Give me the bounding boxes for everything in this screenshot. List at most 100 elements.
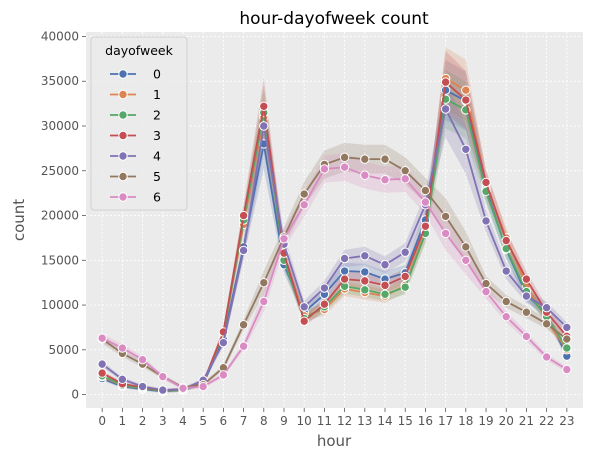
y-tick-label: 15000: [41, 253, 79, 267]
series-4-point: [117, 374, 128, 385]
series-6-point: [380, 175, 390, 185]
series-5-point: [541, 319, 552, 329]
series-4-point: [562, 322, 572, 333]
series-3-point: [400, 271, 410, 282]
x-tick-label: 20: [499, 414, 514, 428]
series-6-point: [117, 343, 128, 353]
legend-swatch-marker: [118, 69, 128, 79]
series-6-point: [319, 164, 330, 174]
series-4-point: [259, 121, 269, 131]
series-6-point: [400, 174, 410, 184]
series-5-point: [521, 307, 532, 317]
x-tick-label: 21: [519, 414, 534, 428]
legend-entry-2: 2: [153, 108, 161, 123]
series-3-point: [299, 316, 309, 326]
legend-title: dayofweek: [105, 43, 173, 58]
series-5-point: [501, 296, 511, 307]
x-tick-label: 18: [458, 414, 473, 428]
y-tick-label: 10000: [41, 298, 79, 312]
x-axis-label: hour: [317, 432, 352, 450]
y-tick-label: 0: [71, 388, 79, 402]
series-5-point: [360, 154, 370, 164]
x-tick-label: 11: [317, 414, 332, 428]
y-tick-label: 30000: [41, 119, 79, 133]
series-4-point: [137, 381, 148, 392]
x-tick-label: 3: [159, 414, 167, 428]
series-5-point: [420, 185, 431, 196]
y-tick-label: 40000: [41, 29, 79, 43]
x-tick-label: 1: [119, 414, 127, 428]
series-5-point: [461, 242, 471, 252]
series-6-point: [440, 228, 451, 239]
series-6-point: [481, 286, 491, 297]
series-6-point: [541, 352, 552, 362]
legend-entry-1: 1: [153, 87, 161, 102]
series-6-point: [137, 354, 148, 365]
legend-entry-6: 6: [153, 190, 161, 205]
series-4-point: [360, 251, 370, 261]
series-2-point: [380, 289, 390, 300]
x-tick-label: 23: [559, 414, 574, 428]
series-5-point: [238, 320, 249, 330]
series-3-point: [420, 221, 431, 231]
legend-swatch-marker: [118, 192, 128, 202]
series-3-point: [521, 274, 532, 284]
series-4-point: [440, 104, 451, 114]
series-6-point: [259, 296, 269, 307]
x-tick-label: 7: [240, 414, 248, 428]
series-lines: [97, 73, 572, 397]
series-3-point: [360, 276, 370, 286]
series-6-point: [461, 255, 471, 265]
series-6-point: [299, 200, 309, 210]
legend-swatch-marker: [118, 89, 128, 100]
y-tick-label: 35000: [41, 74, 79, 88]
series-3-point: [481, 177, 491, 188]
series-4-point: [299, 302, 309, 312]
x-tick-label: 22: [539, 414, 554, 428]
x-tick-label: 8: [260, 414, 268, 428]
series-2-point: [562, 343, 572, 353]
series-0-point: [339, 266, 350, 276]
series-6-point: [238, 341, 249, 351]
x-tick-label: 0: [98, 414, 106, 428]
y-axis-label: count: [10, 199, 28, 241]
series-6-point: [97, 333, 107, 343]
series-4-point: [481, 216, 491, 226]
series-2-point: [400, 282, 410, 292]
legend-box: [90, 36, 188, 211]
x-tick-label: 9: [280, 414, 288, 428]
series-3-point: [238, 210, 249, 221]
x-tick-label: 15: [398, 414, 413, 428]
legend-entry-4: 4: [153, 149, 161, 164]
series-3-point: [440, 77, 451, 87]
series-5-point: [259, 277, 269, 288]
series-3-point: [380, 280, 390, 291]
legend: dayofweek 0 1 2 3 4 5 6: [90, 36, 188, 211]
x-tick-label: 16: [418, 414, 433, 428]
series-5-point: [440, 211, 451, 222]
series-3-point: [461, 95, 471, 105]
series-4-point: [97, 359, 107, 369]
series-4-point: [400, 247, 410, 257]
x-tick-label: 12: [337, 414, 352, 428]
series-6-point: [521, 331, 532, 342]
series-4-point: [218, 337, 229, 348]
x-tick-label: 10: [297, 414, 312, 428]
y-tick-label: 20000: [41, 209, 79, 223]
ticks: 0 5000 10000 15000 20000 25000 30000 35000 40000…: [41, 29, 575, 428]
x-tick-label: 6: [220, 414, 228, 428]
legend-entry-5: 5: [153, 169, 161, 184]
series-4-point: [238, 245, 249, 256]
series-4-point: [501, 266, 511, 276]
legend-entry-3: 3: [153, 128, 161, 143]
series-6-point: [279, 234, 289, 244]
y-tick-label: 25000: [41, 164, 79, 178]
series-4-point: [339, 253, 350, 264]
series-6-point: [218, 370, 229, 380]
x-tick-label: 14: [377, 414, 392, 428]
series-5-point: [299, 189, 309, 199]
x-tick-label: 13: [357, 414, 372, 428]
series-4-point: [158, 385, 168, 395]
x-tick-label: 17: [438, 414, 453, 428]
legend-swatch-marker: [118, 130, 128, 141]
